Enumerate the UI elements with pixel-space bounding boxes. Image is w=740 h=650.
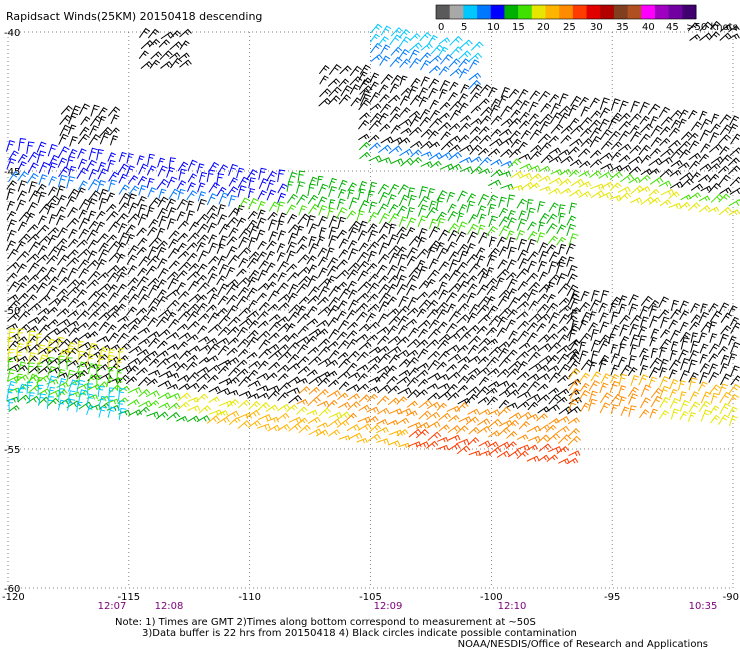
legend-swatch	[600, 5, 615, 19]
legend-swatch	[682, 5, 697, 19]
wind-barb-group	[6, 23, 484, 420]
note-line-1: Note: 1) Times are GMT 2)Times along bot…	[115, 617, 536, 628]
legend-swatch	[641, 5, 656, 19]
latitude-label: -60	[4, 584, 20, 595]
credit-line: NOAA/NESDIS/Office of Research and Appli…	[458, 639, 708, 650]
measurement-time: 12:10	[498, 601, 527, 612]
legend-swatch	[449, 5, 464, 19]
wind-speed-legend: 0 5 10 15 20 25 30 35 40 45 >50 knots	[435, 4, 738, 33]
map-axes: -120 -115 -110 -105 -100 -95 -90 -40 -45 -50 -55 -6…	[2, 28, 739, 603]
wind-barb-group	[407, 428, 581, 465]
measurement-time: 12:09	[374, 601, 403, 612]
legend-label: 10	[487, 22, 500, 33]
legend-swatch	[490, 5, 505, 19]
wind-barb-group	[7, 158, 740, 411]
longitude-label: -100	[480, 592, 503, 603]
legend-swatch	[545, 5, 560, 19]
wind-barb-group	[6, 141, 577, 423]
wind-barb-group	[296, 379, 663, 446]
legend-label: 5	[461, 22, 467, 33]
measurement-time: 10:35	[689, 601, 718, 612]
legend-swatch	[559, 5, 574, 19]
wind-barb-group	[7, 170, 740, 427]
map-grid	[7, 31, 734, 589]
legend-swatch	[436, 5, 451, 19]
legend-swatch	[586, 5, 601, 19]
wind-barb-group	[206, 368, 740, 449]
note-line-2: 3)Data buffer is 22 hrs from 20150418 4)…	[142, 628, 577, 639]
longitude-label: -110	[238, 592, 261, 603]
legend-swatch	[463, 5, 478, 19]
legend-label: 25	[563, 22, 576, 33]
latitude-label: -50	[4, 306, 20, 317]
longitude-label: -95	[604, 592, 620, 603]
longitude-label: -90	[723, 592, 739, 603]
legend-label: 45	[666, 22, 679, 33]
chart-title: Rapidsact Winds(25KM) 20150418 descendin…	[6, 10, 262, 23]
wind-barbs	[6, 20, 740, 465]
latitude-label: -55	[4, 445, 20, 456]
legend-swatch	[613, 5, 629, 19]
wind-barb-group	[6, 138, 288, 204]
legend-swatch	[627, 5, 642, 19]
measurement-times: 12:07 12:08 12:09 12:10 10:35	[98, 601, 718, 612]
legend-label: 35	[616, 22, 629, 33]
legend-label: 0	[438, 22, 444, 33]
legend-swatch	[477, 5, 492, 19]
legend-swatch	[531, 5, 546, 19]
longitude-label: -105	[359, 592, 382, 603]
legend-swatch	[504, 5, 519, 19]
latitude-label: -45	[4, 167, 20, 178]
legend-swatch	[654, 5, 670, 19]
wind-barb-group	[6, 20, 740, 415]
latitude-label: -40	[4, 28, 20, 39]
legend-label: 30	[590, 22, 603, 33]
legend-swatch	[572, 5, 588, 19]
measurement-time: 12:07	[98, 601, 127, 612]
legend-label: 40	[642, 22, 655, 33]
legend-label: 20	[537, 22, 550, 33]
longitude-label: -120	[2, 592, 25, 603]
map-frame	[7, 31, 734, 589]
wind-barb-group	[8, 42, 513, 207]
legend-label: 15	[512, 22, 525, 33]
legend-swatch	[518, 5, 533, 19]
legend-swatch	[668, 5, 683, 19]
longitude-label: -115	[117, 592, 140, 603]
measurement-time: 12:08	[155, 601, 184, 612]
